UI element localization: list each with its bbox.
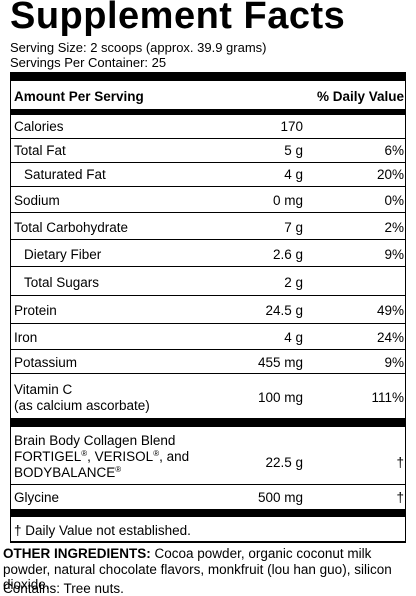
row-amount-saturated-fat: 4 g xyxy=(284,167,303,182)
blend-name-line3: BODYBALANCE® xyxy=(14,465,121,480)
servings-per-container: Servings Per Container: 25 xyxy=(10,55,167,70)
footnote-border-left xyxy=(10,517,11,543)
table-border-right xyxy=(405,72,406,524)
row-name-glycine: Glycine xyxy=(14,490,60,505)
registered-mark: ® xyxy=(153,449,160,458)
row-amount-iron: 4 g xyxy=(284,330,303,345)
row-separator xyxy=(10,266,406,267)
row-name-dietary-fiber: Dietary Fiber xyxy=(24,247,102,262)
row-name-total-sugars: Total Sugars xyxy=(24,275,100,290)
row-name-total-carbohydrate: Total Carbohydrate xyxy=(14,220,129,235)
row-name-potassium: Potassium xyxy=(14,355,78,370)
blend-bodybalance: BODYBALANCE xyxy=(14,465,116,480)
row-amount-total-carbohydrate: 7 g xyxy=(284,220,303,235)
blend-name-line2: FORTIGEL®, VERISOL®, and xyxy=(14,449,189,464)
row-dv-total-carbohydrate: 2% xyxy=(384,220,404,235)
row-name-sodium: Sodium xyxy=(14,193,60,208)
row-dv-dietary-fiber: 9% xyxy=(384,247,404,262)
registered-mark: ® xyxy=(81,449,88,458)
row-separator xyxy=(10,186,406,187)
row-dv-iron: 24% xyxy=(376,330,404,345)
row-amount-glycine: 500 mg xyxy=(257,490,303,505)
row-separator xyxy=(10,239,406,240)
row-name-vitamin-c-source: (as calcium ascorbate) xyxy=(14,398,150,413)
panel-title: Supplement Facts xyxy=(10,0,346,37)
row-amount-dietary-fiber: 2.6 g xyxy=(272,247,303,262)
row-name-calories: Calories xyxy=(14,119,64,134)
thick-divider-header xyxy=(10,109,406,115)
row-separator xyxy=(10,323,406,324)
allergen-statement: Contains: Tree nuts. xyxy=(3,581,124,596)
footnote-border-right xyxy=(405,517,406,543)
row-separator xyxy=(10,138,406,139)
row-dv-vitamin-c: 111% xyxy=(371,390,404,405)
row-dv-sodium: 0% xyxy=(384,193,404,208)
blend-fortigel: FORTIGEL xyxy=(14,449,82,464)
registered-mark: ® xyxy=(115,465,122,474)
thick-divider-top xyxy=(10,72,406,81)
row-separator xyxy=(10,484,406,485)
row-name-iron: Iron xyxy=(14,330,38,345)
blend-amount: 22.5 g xyxy=(265,455,303,470)
header-daily-value: % Daily Value xyxy=(316,89,404,104)
table-border-left xyxy=(10,72,11,524)
blend-and: , and xyxy=(159,449,190,464)
row-amount-vitamin-c: 100 mg xyxy=(257,390,303,405)
thick-divider-blend xyxy=(10,418,406,427)
row-separator xyxy=(10,349,406,350)
row-amount-calories: 170 xyxy=(280,119,303,134)
row-separator xyxy=(10,373,406,374)
blend-verisol: , VERISOL xyxy=(87,449,154,464)
footnote: † Daily Value not established. xyxy=(14,523,191,538)
row-separator xyxy=(10,162,406,163)
other-ingredients-label: OTHER INGREDIENTS: xyxy=(3,546,151,561)
row-name-vitamin-c: Vitamin C xyxy=(14,382,73,397)
row-amount-total-sugars: 2 g xyxy=(284,275,303,290)
blend-name-line1: Brain Body Collagen Blend xyxy=(14,433,176,448)
panel-bottom-border xyxy=(10,541,406,543)
row-dv-potassium: 9% xyxy=(384,355,404,370)
row-name-total-fat: Total Fat xyxy=(14,143,66,158)
row-dv-protein: 49% xyxy=(376,303,404,318)
row-amount-total-fat: 5 g xyxy=(284,143,303,158)
row-amount-sodium: 0 mg xyxy=(272,193,303,208)
row-dv-saturated-fat: 20% xyxy=(376,167,404,182)
row-dv-glycine: † xyxy=(396,490,404,505)
row-separator xyxy=(10,295,406,296)
serving-size: Serving Size: 2 scoops (approx. 39.9 gra… xyxy=(10,40,267,55)
row-separator xyxy=(10,212,406,213)
thick-divider-footnote xyxy=(10,509,406,517)
row-dv-total-fat: 6% xyxy=(384,143,404,158)
other-ingredients-text: Cocoa powder, organic coconut milk powde… xyxy=(3,546,392,592)
row-name-saturated-fat: Saturated Fat xyxy=(24,167,106,182)
row-amount-potassium: 455 mg xyxy=(257,355,303,370)
row-amount-protein: 24.5 g xyxy=(265,303,303,318)
header-amount-per-serving: Amount Per Serving xyxy=(14,89,144,104)
other-ingredients: OTHER INGREDIENTS: Cocoa powder, organic… xyxy=(3,546,415,593)
blend-dv: † xyxy=(396,455,404,470)
row-name-protein: Protein xyxy=(14,303,57,318)
